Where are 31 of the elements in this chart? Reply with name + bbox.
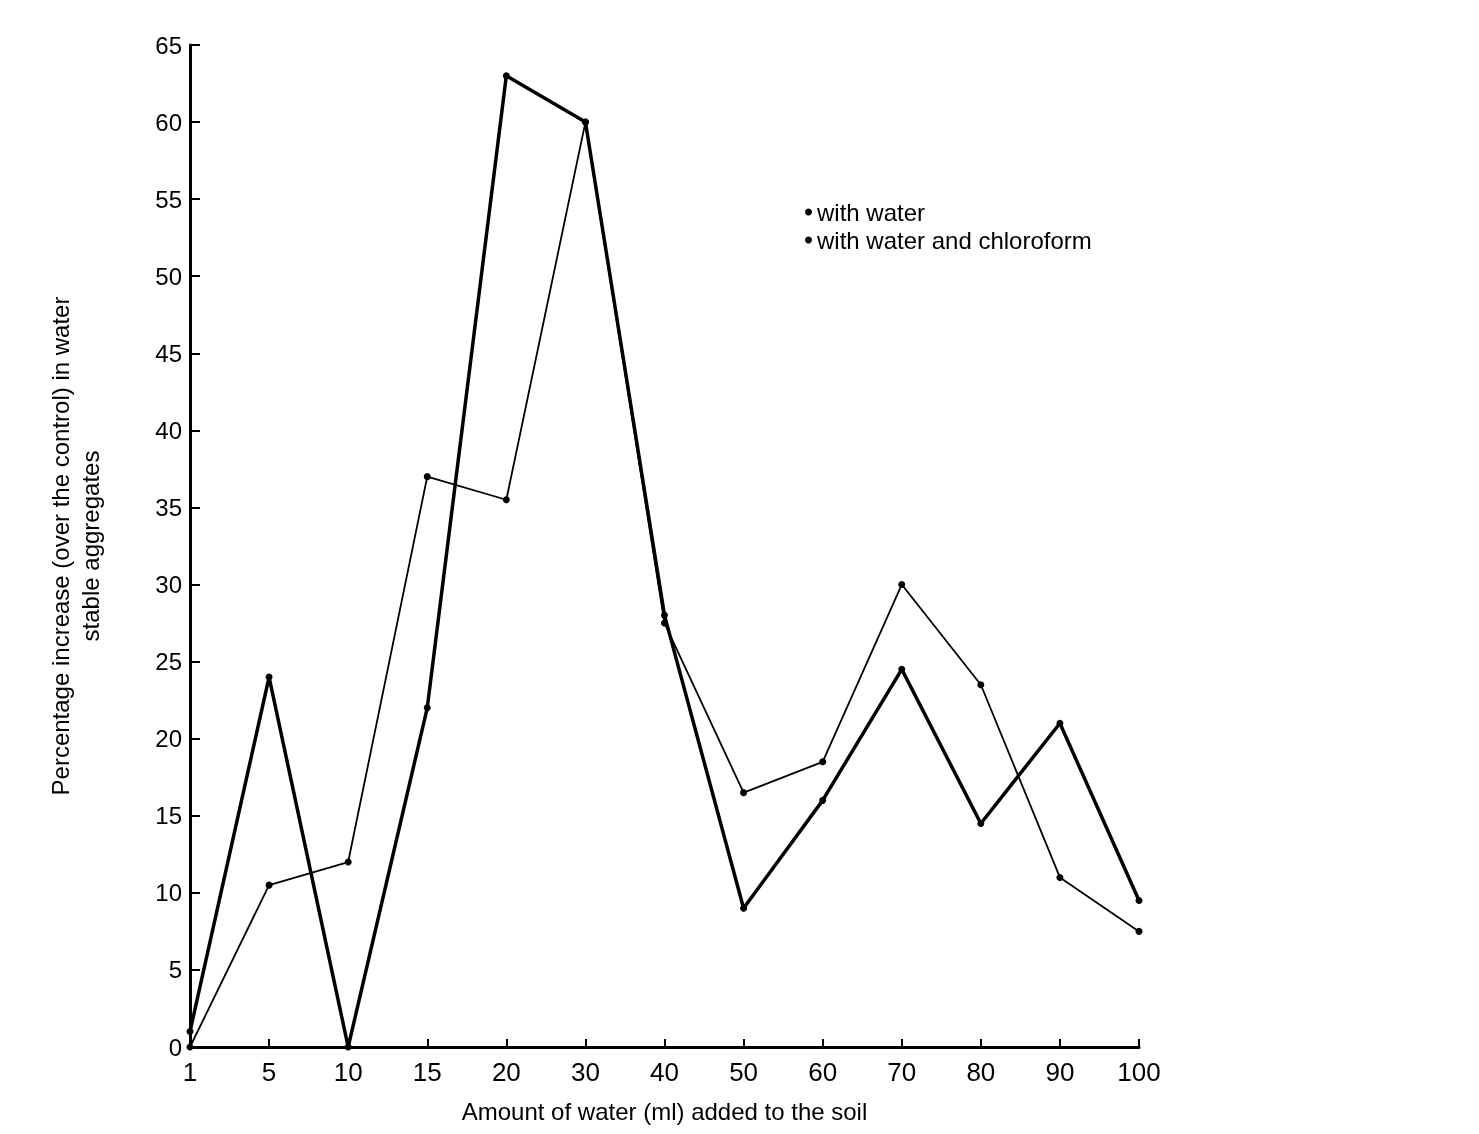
y-tick-label: 60 (155, 108, 182, 136)
legend-label: with water and chloroform (816, 226, 1092, 254)
y-tick-label: 10 (155, 879, 182, 907)
y-tick-label: 35 (155, 493, 182, 521)
y-tick-label: 50 (155, 262, 182, 290)
y-tick-label: 20 (155, 725, 182, 753)
x-tick-label: 70 (887, 1057, 917, 1087)
x-tick-label: 15 (412, 1057, 442, 1087)
x-tick-label: 90 (1045, 1057, 1075, 1087)
x-tick-label: 40 (650, 1057, 679, 1087)
x-axis-title: Amount of water (ml) added to the soil (461, 1097, 868, 1125)
x-tick-label: 5 (261, 1057, 277, 1087)
x-tick-label: 1 (182, 1057, 198, 1087)
y-tick-label: 55 (155, 185, 182, 213)
x-tick-label: 10 (333, 1057, 363, 1087)
y-tick-label: 30 (155, 571, 182, 599)
y-tick-label: 40 (155, 416, 182, 444)
x-tick-label: 80 (966, 1057, 996, 1087)
x-tick-label: 20 (491, 1057, 521, 1087)
y-tick-label: 5 (168, 956, 182, 984)
x-tick-label: 50 (729, 1057, 759, 1087)
y-axis-title: Percentage increase (over the control) in water stable aggregates (46, 296, 104, 796)
x-tick-label: 60 (808, 1057, 838, 1087)
y-tick-label: 0 (168, 1033, 182, 1061)
x-tick-label: 30 (570, 1057, 600, 1087)
y-tick-label: 45 (155, 339, 182, 367)
x-tick-label: 100 (1117, 1057, 1161, 1087)
y-tick-label: 15 (155, 802, 182, 830)
y-tick-label: 25 (155, 648, 182, 676)
y-tick-label: 65 (155, 31, 182, 59)
legend-label: with water (816, 198, 926, 226)
